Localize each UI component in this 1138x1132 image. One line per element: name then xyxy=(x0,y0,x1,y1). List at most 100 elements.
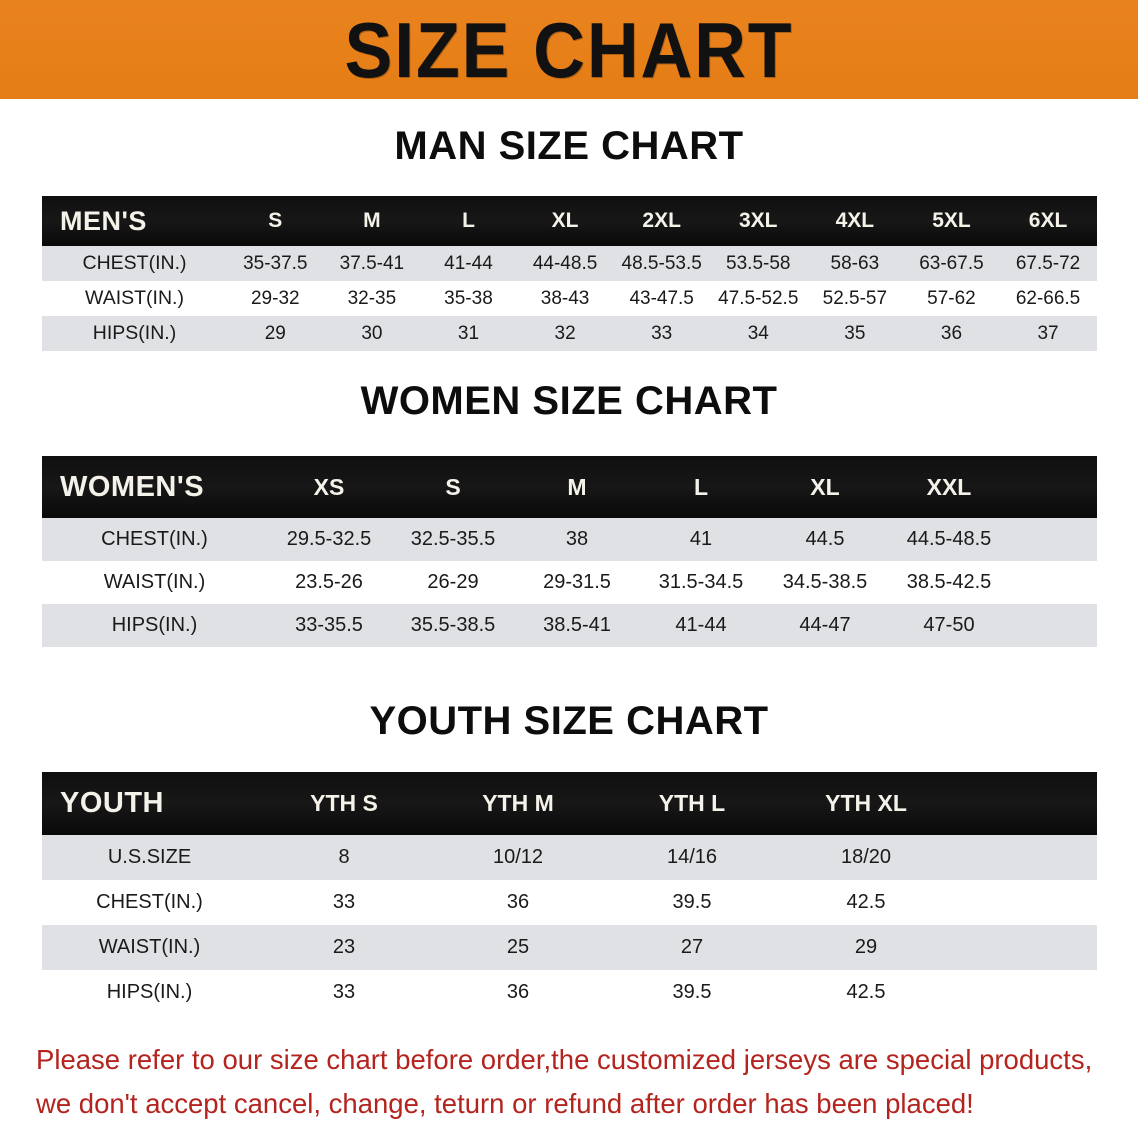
table-cell: 10/12 xyxy=(492,846,544,868)
table-cell: 53.5-58 xyxy=(726,252,791,274)
table-header-row: WOMEN'S XS S M L XL XXL xyxy=(42,456,1097,518)
footer-line-2: we don't accept cancel, change, teturn o… xyxy=(36,1088,974,1119)
table-cell: 37.5-41 xyxy=(339,252,405,274)
table-cell: 18/20 xyxy=(840,846,892,868)
header-cell-yth-l: YTH L xyxy=(658,790,726,816)
table-cell: 48.5-53.5 xyxy=(621,252,702,274)
row-label: CHEST(IN.) xyxy=(82,252,187,274)
table-cell: 58-63 xyxy=(830,252,880,274)
table-row: WAIST(IN.) 23.5-26 26-29 29-31.5 31.5-34… xyxy=(42,561,1097,604)
table-cell: 26-29 xyxy=(427,571,479,593)
row-label: WAIST(IN.) xyxy=(103,571,206,593)
header-cell-2xl: 2XL xyxy=(642,209,681,232)
table-cell: 36 xyxy=(506,891,530,913)
table-cell: 63-67.5 xyxy=(919,252,984,274)
row-label: CHEST(IN.) xyxy=(96,891,203,913)
row-label: WAIST(IN.) xyxy=(85,287,184,309)
table-row: U.S.SIZE 8 10/12 14/16 18/20 xyxy=(42,835,1097,880)
table-cell: 57-62 xyxy=(927,287,976,309)
header-cell-mens: MEN'S xyxy=(60,205,147,236)
table-cell: 41 xyxy=(689,528,713,550)
table-cell: 42.5 xyxy=(846,891,886,913)
header-cell-yth-xl: YTH XL xyxy=(825,790,907,816)
table-row: CHEST(IN.) 29.5-32.5 32.5-35.5 38 41 44.… xyxy=(42,518,1097,561)
table-cell: 44.5-48.5 xyxy=(906,528,992,550)
header-cell-s: S xyxy=(445,473,461,500)
women-section-title: WOMEN SIZE CHART xyxy=(360,379,778,423)
header-cell-yth-m: YTH M xyxy=(482,790,554,816)
table-cell: 35-37.5 xyxy=(243,252,308,274)
table-cell: 29 xyxy=(854,936,878,958)
header-cell-m: M xyxy=(363,209,381,232)
header-cell-6xl: 6XL xyxy=(1028,209,1068,232)
header-cell-5xl: 5XL xyxy=(932,209,971,232)
header-cell-yth-s: YTH S xyxy=(310,790,378,816)
table-cell: 34 xyxy=(747,322,769,344)
table-cell: 35 xyxy=(844,322,866,344)
table-cell: 14/16 xyxy=(666,846,718,868)
row-label: HIPS(IN.) xyxy=(106,981,193,1003)
table-cell: 47-50 xyxy=(923,614,975,636)
table-row: HIPS(IN.) 33 36 39.5 42.5 xyxy=(42,970,1097,1015)
table-row: WAIST(IN.) 23 25 27 29 xyxy=(42,925,1097,970)
table-cell: 23 xyxy=(332,936,356,958)
header-cell-m: M xyxy=(567,473,587,500)
header-cell-l: L xyxy=(693,473,709,500)
header-cell-youth: YOUTH xyxy=(60,787,164,819)
table-cell: 38.5-42.5 xyxy=(906,571,992,593)
footer-line-1: Please refer to our size chart before or… xyxy=(36,1044,1093,1075)
table-cell: 52.5-57 xyxy=(822,287,888,309)
table-row: CHEST(IN.) 35-37.5 37.5-41 41-44 44-48.5… xyxy=(42,246,1097,281)
table-cell: 31 xyxy=(457,322,480,344)
table-header-row: YOUTH YTH S YTH M YTH L YTH XL xyxy=(42,772,1097,835)
table-cell: 29-32 xyxy=(250,287,300,309)
youth-size-table: YOUTH YTH S YTH M YTH L YTH XL U.S.SIZE … xyxy=(42,772,1097,1015)
table-cell: 47.5-52.5 xyxy=(718,287,799,309)
table-cell: 38 xyxy=(565,528,589,550)
table-cell: 35.5-38.5 xyxy=(410,614,496,636)
table-cell: 33 xyxy=(651,322,673,344)
header-cell-womens: WOMEN'S xyxy=(60,470,205,503)
table-cell: 8 xyxy=(338,846,350,868)
table-row: CHEST(IN.) 33 36 39.5 42.5 xyxy=(42,880,1097,925)
table-cell: 41-44 xyxy=(675,614,727,636)
table-cell: 33 xyxy=(332,891,356,913)
row-label: U.S.SIZE xyxy=(107,846,192,868)
table-cell: 44-47 xyxy=(799,614,851,636)
footer-disclaimer: Please refer to our size chart before or… xyxy=(36,1038,1102,1126)
table-header-row: MEN'S S M L XL 2XL 3XL 4XL 5XL 6XL xyxy=(42,196,1097,246)
header-cell-4xl: 4XL xyxy=(835,209,875,232)
table-cell: 32-35 xyxy=(347,287,397,309)
table-cell: 39.5 xyxy=(672,891,712,913)
table-cell: 32.5-35.5 xyxy=(410,528,496,550)
table-cell: 25 xyxy=(506,936,530,958)
table-cell: 31.5-34.5 xyxy=(658,571,744,593)
table-cell: 33-35.5 xyxy=(295,614,363,636)
women-size-table: WOMEN'S XS S M L XL XXL CHEST(IN.) 29.5-… xyxy=(42,456,1097,647)
row-label: HIPS(IN.) xyxy=(111,614,198,636)
header-cell-xxl: XXL xyxy=(926,473,972,500)
table-cell: 29-31.5 xyxy=(543,571,611,593)
header-cell-xs: XS xyxy=(313,473,345,500)
table-cell: 62-66.5 xyxy=(1015,287,1081,309)
table-cell: 44-48.5 xyxy=(532,252,598,274)
table-row: HIPS(IN.) 33-35.5 35.5-38.5 38.5-41 41-4… xyxy=(42,604,1097,647)
table-cell: 33 xyxy=(332,981,356,1003)
table-cell: 44.5 xyxy=(805,528,845,550)
table-cell: 32 xyxy=(554,322,576,344)
table-cell: 23.5-26 xyxy=(295,571,363,593)
header-cell-l: L xyxy=(462,209,475,232)
row-label: CHEST(IN.) xyxy=(101,528,208,550)
table-cell: 29.5-32.5 xyxy=(286,528,372,550)
page-banner: SIZE CHART xyxy=(0,0,1138,99)
table-cell: 42.5 xyxy=(846,981,886,1003)
table-cell: 38-43 xyxy=(540,287,590,309)
table-cell: 36 xyxy=(506,981,530,1003)
table-cell: 34.5-38.5 xyxy=(782,571,868,593)
header-cell-3xl: 3XL xyxy=(739,209,778,232)
table-cell: 41-44 xyxy=(444,252,493,274)
table-cell: 35-38 xyxy=(444,287,493,309)
table-row: HIPS(IN.) 29 30 31 32 33 34 35 36 37 xyxy=(42,316,1097,351)
table-cell: 27 xyxy=(680,936,704,958)
